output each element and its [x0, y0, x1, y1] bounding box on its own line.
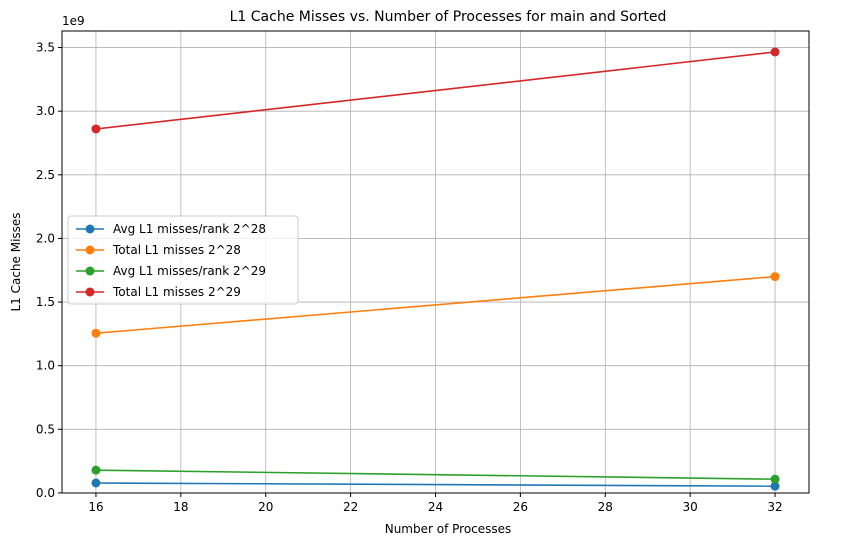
x-tick-label: 32 — [767, 500, 782, 514]
x-tick-label: 18 — [173, 500, 188, 514]
x-tick-label: 26 — [513, 500, 528, 514]
data-point — [770, 47, 780, 57]
y-tick-label: 2.5 — [36, 168, 55, 182]
x-tick-label: 22 — [343, 500, 358, 514]
legend-swatch-marker — [85, 245, 95, 255]
x-tick-label: 24 — [428, 500, 443, 514]
y-tick-label: 1.0 — [36, 359, 55, 373]
series-layer — [91, 47, 780, 491]
y-axis-scale-label: 1e9 — [62, 14, 85, 28]
data-point — [770, 272, 780, 282]
legend-entry-label: Avg L1 misses/rank 2^28 — [113, 222, 266, 236]
y-tick-label: 1.5 — [36, 295, 55, 309]
legend-entry-label: Total L1 misses 2^29 — [112, 285, 241, 299]
x-tick-label: 16 — [88, 500, 103, 514]
legend-box — [67, 215, 299, 305]
series-line-3 — [95, 469, 776, 480]
legend-swatch-marker — [85, 287, 95, 297]
data-point — [770, 474, 780, 484]
y-tick-label: 2.0 — [36, 231, 55, 245]
data-point — [91, 478, 101, 488]
data-point — [91, 124, 101, 134]
x-tick-label: 30 — [683, 500, 698, 514]
legend-swatch-marker — [85, 224, 95, 234]
series-line-4 — [95, 51, 776, 130]
legend-entry-label: Total L1 misses 2^28 — [112, 243, 241, 257]
legend: Avg L1 misses/rank 2^28 Total L1 misses 2… — [67, 215, 299, 305]
data-point — [91, 328, 101, 338]
y-axis-title: L1 Cache Misses — [9, 212, 23, 311]
y-tick-label: 0.5 — [36, 422, 55, 436]
y-tick-label: 3.5 — [36, 41, 55, 55]
legend-entry-label: Avg L1 misses/rank 2^29 — [113, 264, 266, 278]
data-point — [91, 465, 101, 475]
x-tick-label: 20 — [258, 500, 273, 514]
series-line-2 — [95, 275, 776, 335]
chart-title: L1 Cache Misses vs. Number of Processes … — [230, 9, 667, 25]
data-point — [770, 481, 780, 491]
x-tick-label: 28 — [598, 500, 613, 514]
series-line-1 — [95, 482, 776, 487]
tick-layer: 16 18 20 22 24 26 28 30 32 0.0 0.5 1.0 1.5 2.0 2.5 3.0 3… — [36, 41, 783, 514]
x-axis-title: Number of Processes — [385, 522, 512, 536]
y-tick-label: 0.0 — [36, 486, 55, 500]
y-tick-label: 3.0 — [36, 104, 55, 118]
legend-swatch-marker — [85, 266, 95, 276]
